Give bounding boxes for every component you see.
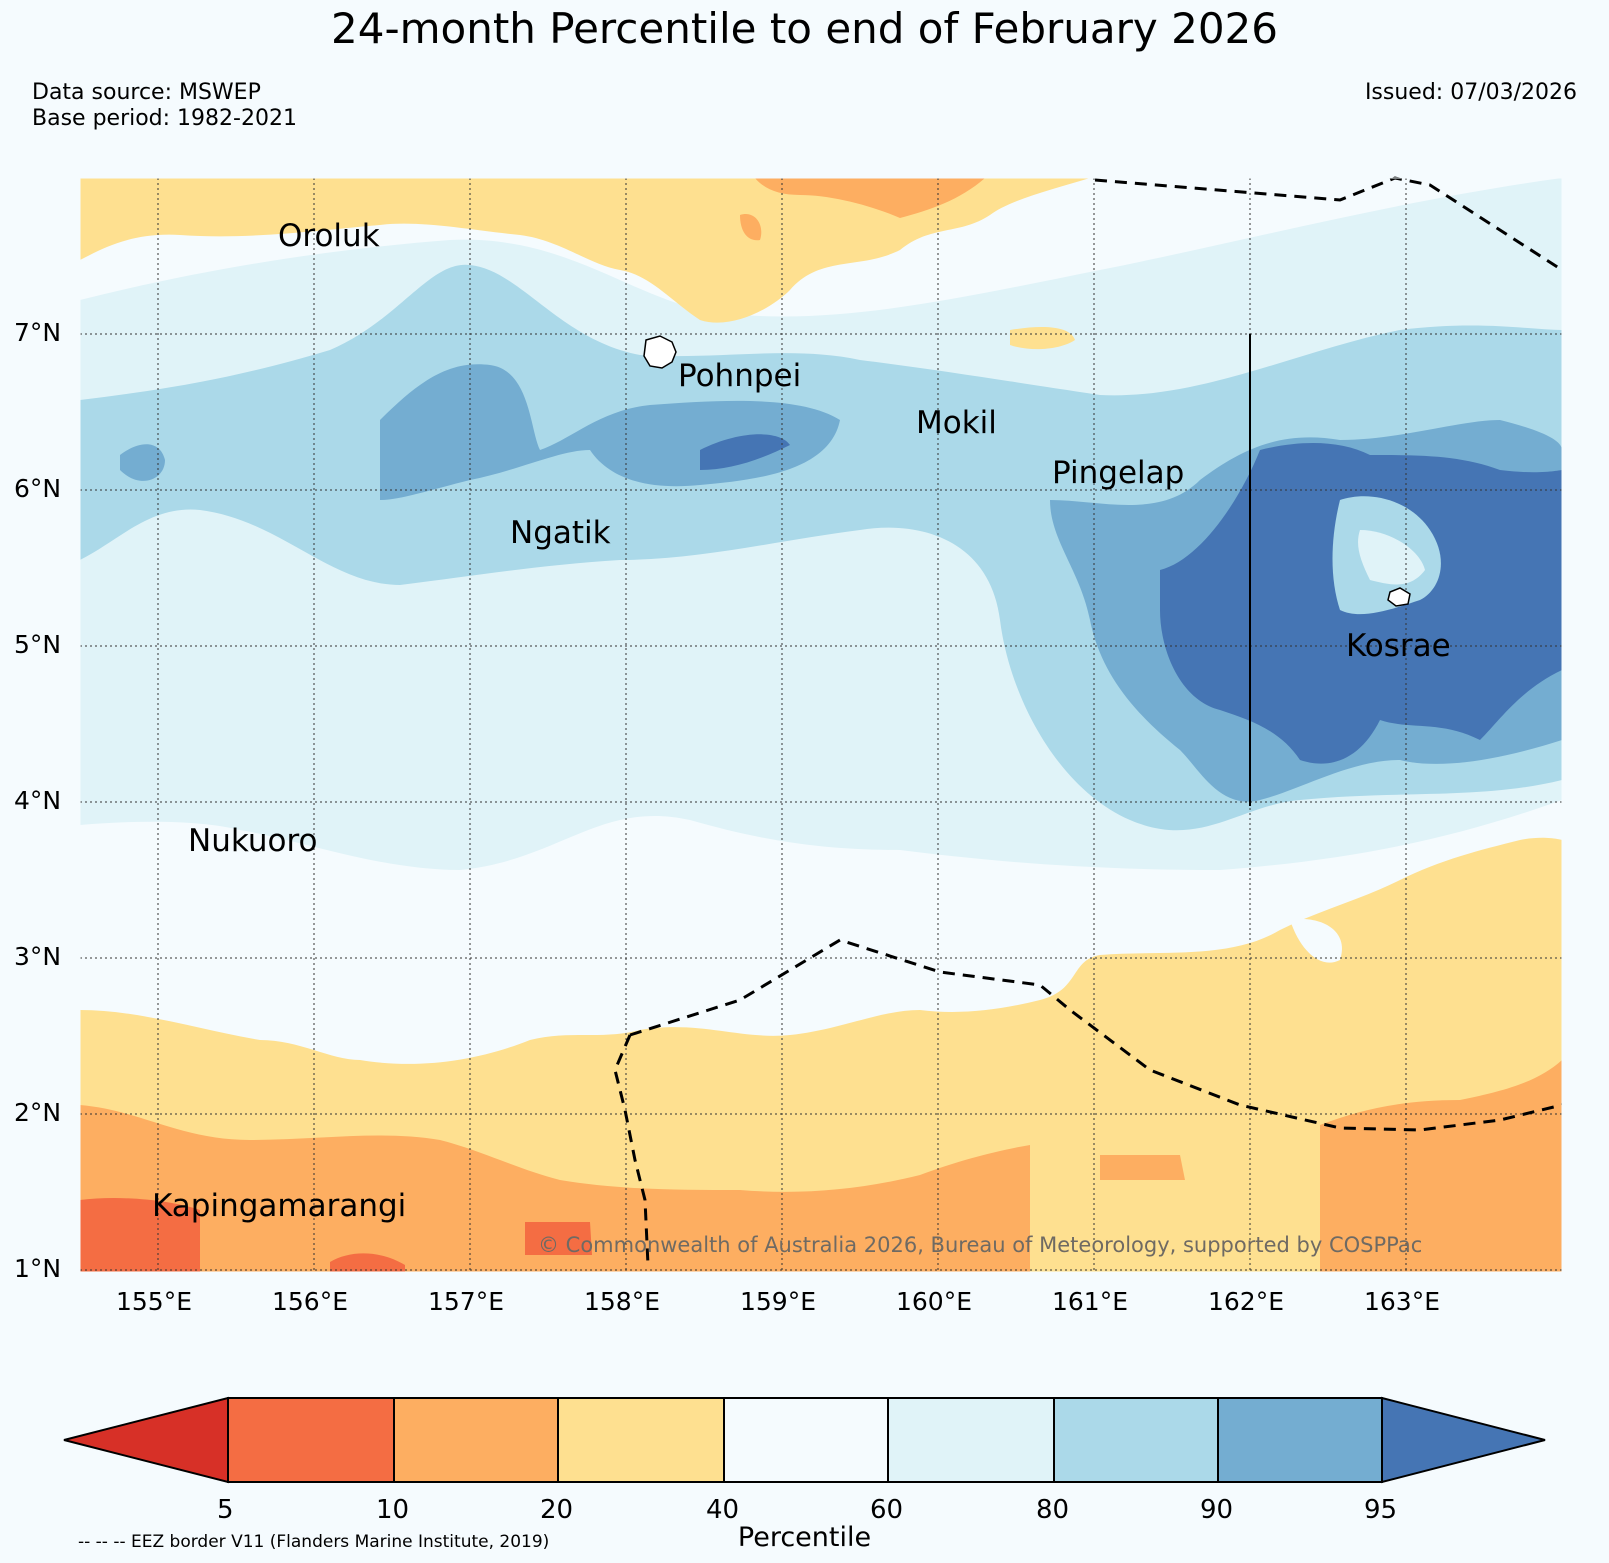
- lon-label-162e: 162°E: [1208, 1287, 1285, 1316]
- field-20-40-north: [80, 178, 1090, 350]
- colorbar-segment-90-95: [1217, 1397, 1383, 1483]
- colorbar-tick-90: 90: [1200, 1495, 1234, 1525]
- contour-fields: [80, 178, 1562, 1272]
- map-frame: [79, 177, 1563, 1273]
- colorbar-segment-10-20: [393, 1397, 559, 1483]
- place-label-mokil: Mokil: [916, 405, 997, 441]
- lat-label-7n: 7°N: [14, 318, 62, 347]
- place-label-pingelap: Pingelap: [1052, 455, 1185, 491]
- colorbar-segment-60-80: [887, 1397, 1055, 1483]
- colorbar-segment-40-60: [723, 1397, 889, 1483]
- place-label-nukuoro: Nukuoro: [188, 823, 318, 859]
- lat-label-4n: 4°N: [14, 786, 62, 815]
- page-title: 24-month Percentile to end of February 2…: [331, 4, 1278, 53]
- lat-label-6n: 6°N: [14, 474, 62, 503]
- issued-date-label: Issued: 07/03/2026: [1364, 80, 1577, 105]
- colorbar-label: Percentile: [737, 1522, 872, 1553]
- field-white-island: [1290, 919, 1342, 963]
- colorbar-tick-20: 20: [540, 1495, 574, 1525]
- gridlines: [80, 178, 1562, 1272]
- lat-label-5n: 5°N: [14, 630, 62, 659]
- place-label-pohnpei: Pohnpei: [678, 358, 802, 394]
- place-label-oroluk: Oroluk: [278, 218, 380, 254]
- lon-label-158e: 158°E: [584, 1287, 661, 1316]
- lat-label-2n: 2°N: [14, 1098, 62, 1127]
- colorbar-tick-95: 95: [1364, 1495, 1398, 1525]
- lon-label-163e: 163°E: [1364, 1287, 1441, 1316]
- colorbar-segment-80-90: [1053, 1397, 1219, 1483]
- colorbar-tick-40: 40: [706, 1495, 740, 1525]
- data-source-label: Data source: MSWEP: [32, 80, 261, 105]
- lon-label-155e: 155°E: [116, 1287, 193, 1316]
- colorbar-tick-5: 5: [217, 1495, 234, 1525]
- field-pocket-inner: [1358, 530, 1425, 585]
- lon-label-157e: 157°E: [428, 1287, 505, 1316]
- colorbar-segment-above-95: [1381, 1396, 1546, 1484]
- colorbar-tick-10: 10: [376, 1495, 410, 1525]
- lat-label-3n: 3°N: [14, 942, 62, 971]
- eez-legend-note: -- -- -- EEZ border V11 (Flanders Marine…: [78, 1532, 550, 1552]
- lon-label-156e: 156°E: [272, 1287, 349, 1316]
- field-5-10: [80, 1198, 592, 1272]
- colorbar-segment-20-40: [557, 1397, 725, 1483]
- colorbar-tick-80: 80: [1036, 1495, 1070, 1525]
- kosrae-island: [1387, 587, 1411, 607]
- place-label-kosrae: Kosrae: [1346, 628, 1451, 664]
- lon-label-160e: 160°E: [896, 1287, 973, 1316]
- colorbar-segment-5-10: [227, 1397, 395, 1483]
- colorbar-segment-below-5: [63, 1396, 229, 1484]
- colorbar-tick-60: 60: [870, 1495, 904, 1525]
- place-label-kapingamarangi: Kapingamarangi: [152, 1188, 407, 1224]
- field-10-20-south: [80, 1060, 1562, 1272]
- lon-label-159e: 159°E: [740, 1287, 817, 1316]
- lon-label-161e: 161°E: [1052, 1287, 1129, 1316]
- copyright-notice: © Commonwealth of Australia 2026, Bureau…: [538, 1233, 1423, 1257]
- lat-label-1n: 1°N: [14, 1254, 62, 1283]
- base-period-label: Base period: 1982-2021: [32, 106, 297, 131]
- place-label-ngatik: Ngatik: [510, 515, 611, 551]
- colorbar: [63, 1396, 1546, 1484]
- field-10-20-north: [740, 178, 985, 241]
- pohnpei-island: [643, 335, 677, 369]
